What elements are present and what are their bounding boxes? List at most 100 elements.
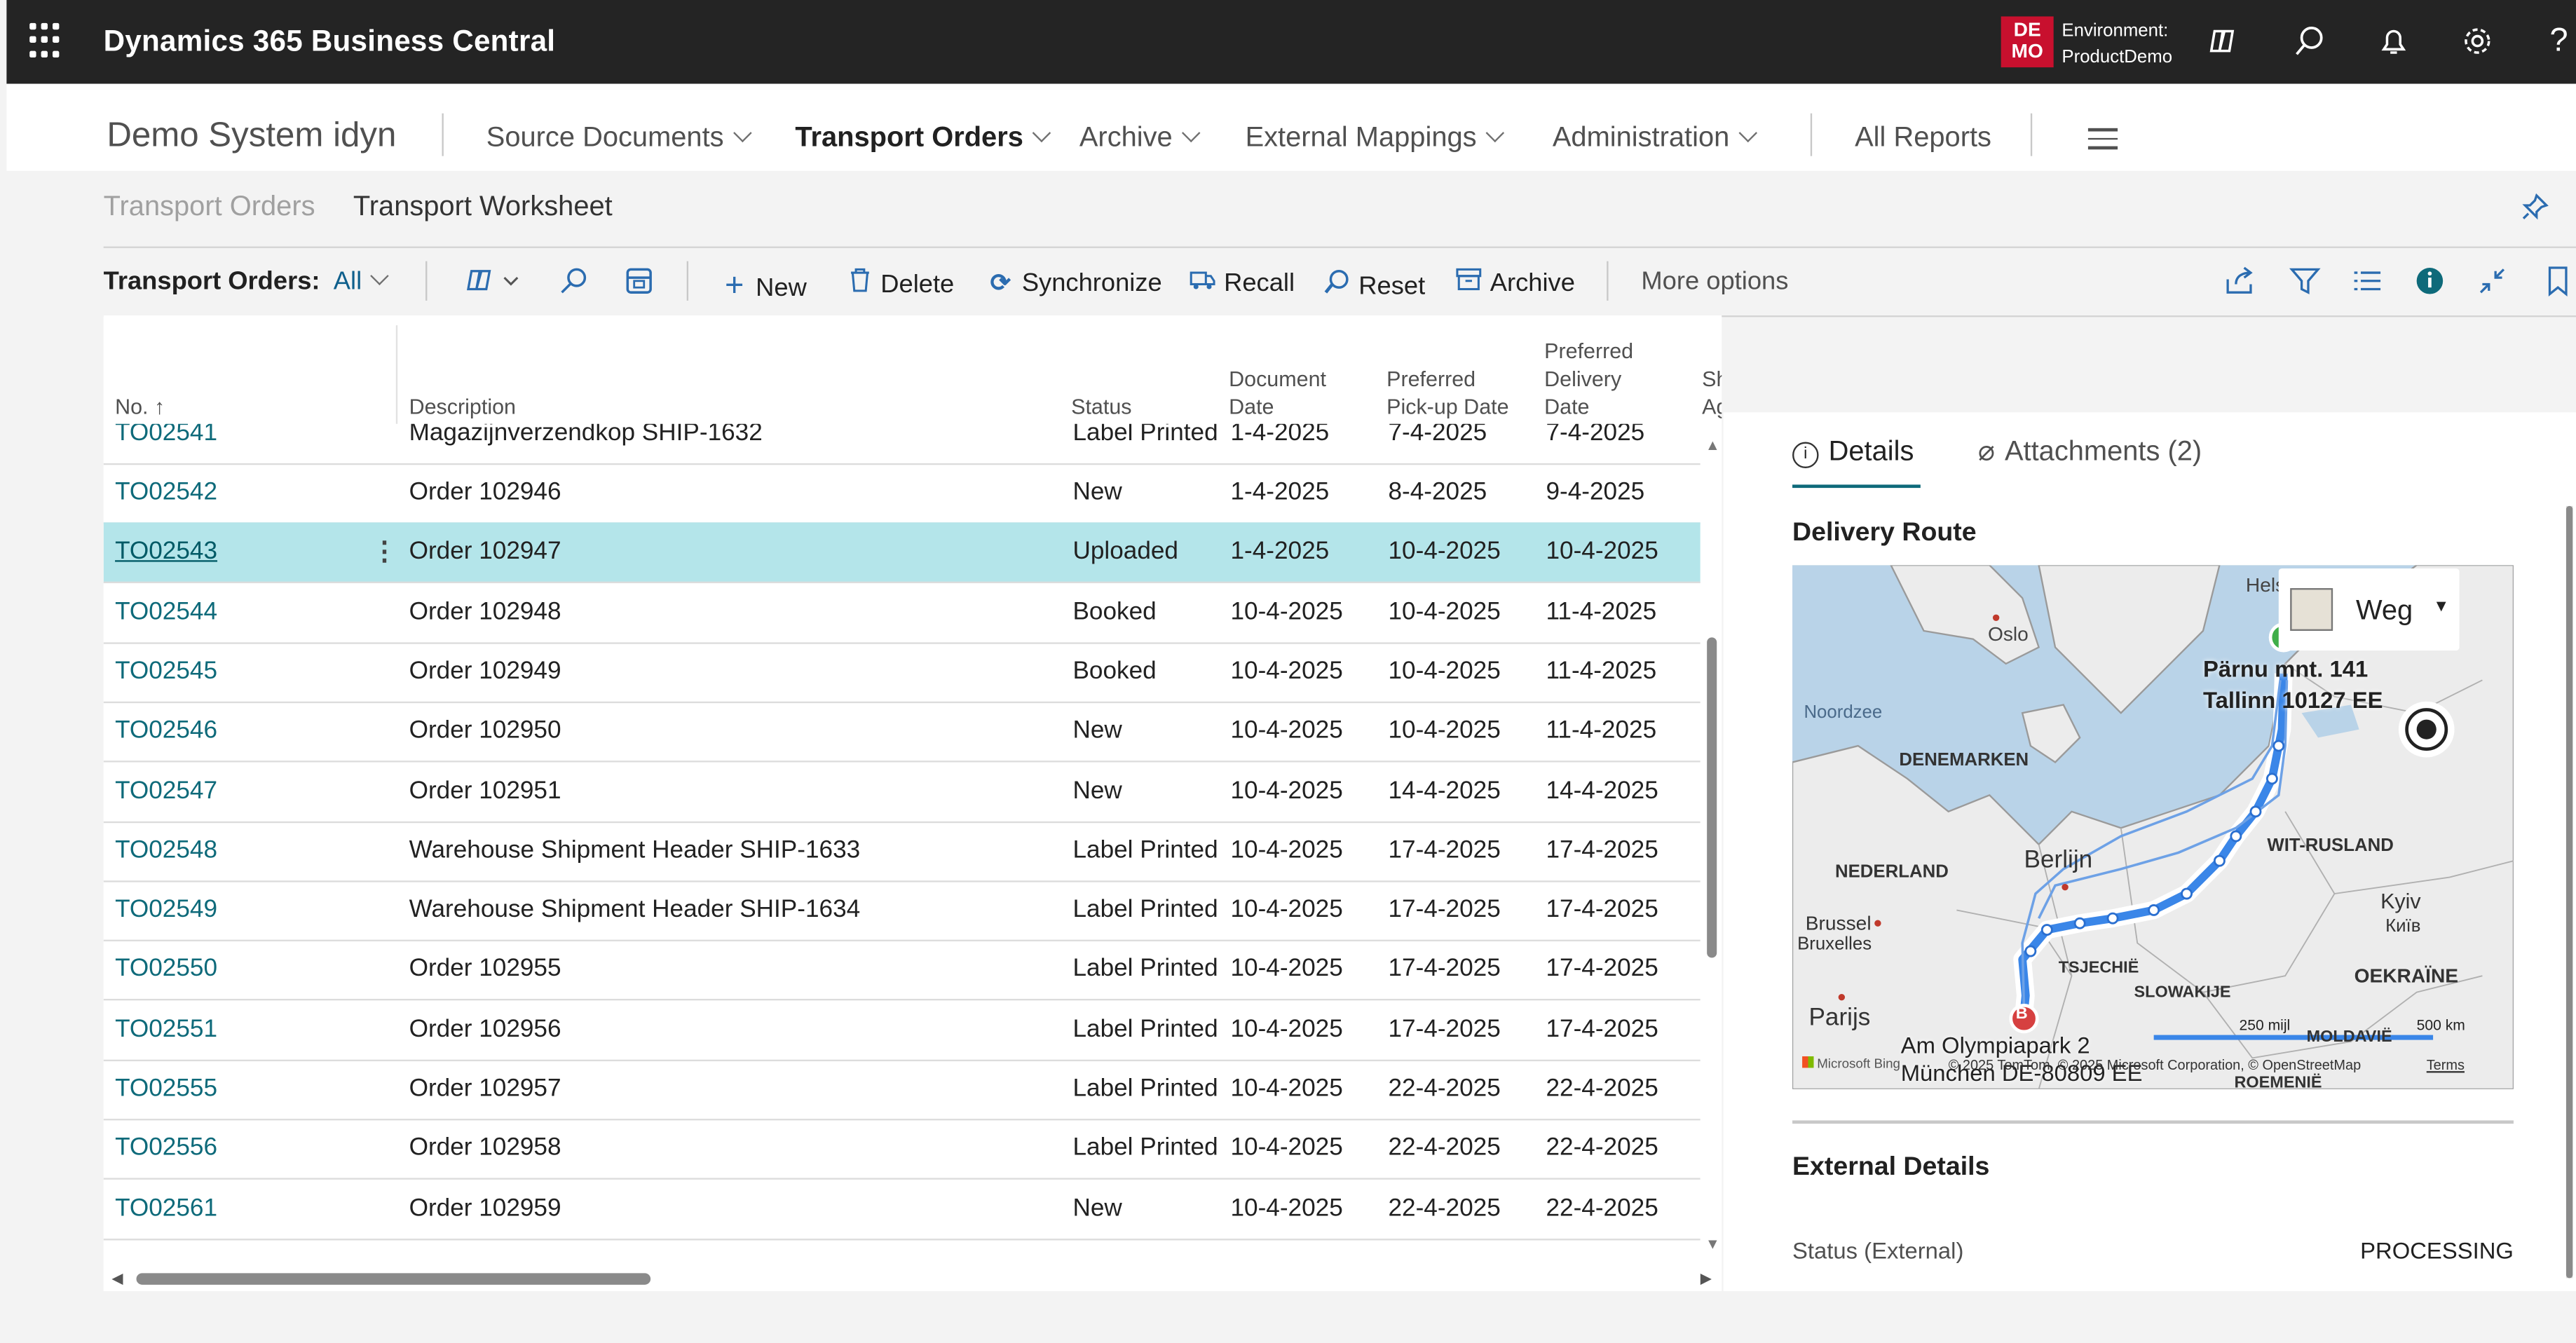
table-row[interactable]: TO02549 Warehouse Shipment Header SHIP-16… [103,880,1701,942]
hamburger-menu-icon[interactable] [2087,128,2118,156]
column-header-status[interactable]: Status [1071,394,1132,419]
breadcrumb-transport-orders[interactable]: Transport Orders [103,190,315,222]
settings-gear-icon[interactable] [2460,23,2496,60]
cell-no[interactable]: TO02549 [115,895,218,924]
road-map-thumbnail-icon [2290,588,2333,631]
environment-info[interactable]: Environment: ProductDemo [2062,18,2172,71]
nav-transport-orders[interactable]: Transport Orders [795,121,1051,154]
row-actions-ellipsis-icon[interactable]: ⋮ [371,539,398,568]
scroll-left-arrow-icon[interactable]: ◀ [111,1269,123,1287]
reset-button[interactable]: Reset [1324,268,1425,302]
table-row[interactable]: TO02550 Order 102955 Label Printed 10-4-202… [103,941,1701,1002]
table-row[interactable]: TO02548 Warehouse Shipment Header SHIP-16… [103,821,1701,882]
cell-no[interactable]: TO02543 [115,538,218,566]
map-style-label: Weg [2355,594,2413,626]
table-row[interactable]: TO02545 Order 102949 Booked 10-4-2025 10-4-2… [103,642,1701,703]
search-icon[interactable] [2292,23,2329,60]
cell-no[interactable]: TO02550 [115,955,218,983]
table-row[interactable]: TO02544 Order 102948 Booked 10-4-2025 10-4-2… [103,582,1701,643]
chevron-down-icon [370,266,390,286]
table-row[interactable]: TO02541 Magazijnverzendkop SHIP-1632 Lab… [103,423,1701,465]
synchronize-button[interactable]: ⟳ Synchronize [988,268,1162,299]
recall-button[interactable]: Recall [1190,268,1295,299]
more-options-button[interactable]: More options [1641,268,1789,296]
edit-list-icon[interactable] [622,264,655,297]
cell-no[interactable]: TO02556 [115,1133,218,1162]
cell-no[interactable]: TO02555 [115,1074,218,1103]
recall-truck-icon [1190,268,1216,297]
unpin-icon[interactable] [2519,191,2551,232]
filter-icon[interactable] [2289,264,2322,297]
column-header-pickup-date[interactable]: Preferred Pick-up Date [1386,364,1508,421]
view-filter-dropdown[interactable]: All [334,266,390,297]
share-icon[interactable] [2223,264,2256,297]
cell-no[interactable]: TO02544 [115,597,218,626]
archive-button[interactable]: Archive [1456,268,1575,299]
list-view-icon[interactable] [2351,264,2384,297]
info-icon[interactable] [2413,264,2446,297]
tab-details[interactable]: i Details [1792,435,1914,470]
cell-no[interactable]: TO02542 [115,478,218,506]
action-divider [425,261,428,301]
table-row[interactable]: TO02551 Order 102956 Label Printed 10-4-202… [103,1000,1701,1061]
scroll-down-arrow-icon[interactable]: ▼ [1705,1235,1720,1252]
map-label-oslo: Oslo [1987,622,2029,646]
nav-source-documents[interactable]: Source Documents [486,121,751,154]
column-header-partial[interactable]: Sh Ag [1702,364,1722,421]
destination-marker[interactable]: B [2015,1005,2028,1024]
nav-all-reports[interactable]: All Reports [1855,121,1991,153]
table-row[interactable]: TO02555 Order 102957 Label Printed 10-4-202… [103,1060,1701,1121]
cell-no[interactable]: TO02548 [115,836,218,864]
column-header-no[interactable]: No. ↑ [115,394,165,419]
cell-delivery-date: 11-4-2025 [1546,597,1657,626]
app-launcher-icon[interactable] [29,22,66,60]
new-button[interactable]: + New [721,268,807,306]
table-row[interactable]: TO02547 Order 102951 New 10-4-2025 14-4-2025… [103,761,1701,823]
reset-label: Reset [1358,273,1426,301]
company-name[interactable]: Demo System idyn [107,116,397,155]
table-row[interactable]: TO02546 Order 102950 New 10-4-2025 10-4-2025… [103,702,1701,763]
map-terms-link[interactable]: Terms [2426,1056,2465,1073]
copilot-icon[interactable] [2204,23,2241,60]
copilot-actions-icon[interactable] [465,264,524,297]
cell-document-date: 10-4-2025 [1230,955,1343,983]
table-row[interactable]: TO02556 Order 102958 Label Printed 10-4-202… [103,1119,1701,1180]
nav-external-mappings[interactable]: External Mappings [1246,121,1504,154]
cell-delivery-date: 11-4-2025 [1546,657,1657,686]
origin-address-label: Pärnu mnt. 141 Tallinn 10127 EE [2203,654,2383,716]
table-row[interactable]: TO02561 Order 102959 New 10-4-2025 22-4-2025… [103,1179,1701,1240]
cell-no[interactable]: TO02551 [115,1014,218,1043]
column-header-document-date[interactable]: Document Date [1229,364,1326,421]
map-style-selector[interactable]: Weg ▼ [2278,568,2460,651]
column-header-description[interactable]: Description [409,394,517,419]
nav-archive[interactable]: Archive [1079,121,1200,154]
app-title[interactable]: Dynamics 365 Business Central [103,25,556,58]
cell-no[interactable]: TO02541 [115,423,218,447]
environment-name: ProductDemo [2062,47,2173,68]
cell-document-date: 10-4-2025 [1230,1133,1343,1162]
cell-no[interactable]: TO02547 [115,776,218,805]
nav-administration[interactable]: Administration [1553,121,1757,154]
delivery-route-map[interactable]: Oslo Hels Noordzee DENEMARKEN NEDERLAND … [1792,565,2514,1089]
scroll-up-arrow-icon[interactable]: ▲ [1705,437,1720,454]
cell-no[interactable]: TO02546 [115,716,218,745]
cell-no[interactable]: TO02545 [115,657,218,686]
table-row[interactable]: TO02542 Order 102946 New 1-4-2025 8-4-2025 9-… [103,463,1701,524]
search-icon[interactable] [557,264,590,297]
column-header-delivery-date[interactable]: Preferred Delivery Date [1544,336,1633,421]
bookmark-icon[interactable] [2542,264,2575,297]
scroll-right-arrow-icon[interactable]: ▶ [1700,1269,1712,1287]
collapse-icon[interactable] [2476,264,2509,297]
cell-no[interactable]: TO02561 [115,1193,218,1222]
cell-status: Booked [1072,597,1157,626]
breadcrumb-transport-worksheet[interactable]: Transport Worksheet [353,190,613,222]
table-row[interactable]: TO02543 Order 102947 Uploaded 1-4-2025 10-4-… [103,523,1701,584]
tab-attachments[interactable]: ⌀ Attachments (2) [1978,435,2202,468]
notifications-bell-icon[interactable] [2376,23,2412,60]
help-icon[interactable]: ? [2549,22,2568,60]
delete-button[interactable]: Delete [846,268,954,301]
cell-pickup-date: 22-4-2025 [1388,1193,1501,1222]
horizontal-scrollbar-thumb[interactable] [136,1273,651,1285]
pane-scrollbar-thumb[interactable] [2565,505,2573,1279]
vertical-scrollbar-thumb[interactable] [1707,637,1717,958]
